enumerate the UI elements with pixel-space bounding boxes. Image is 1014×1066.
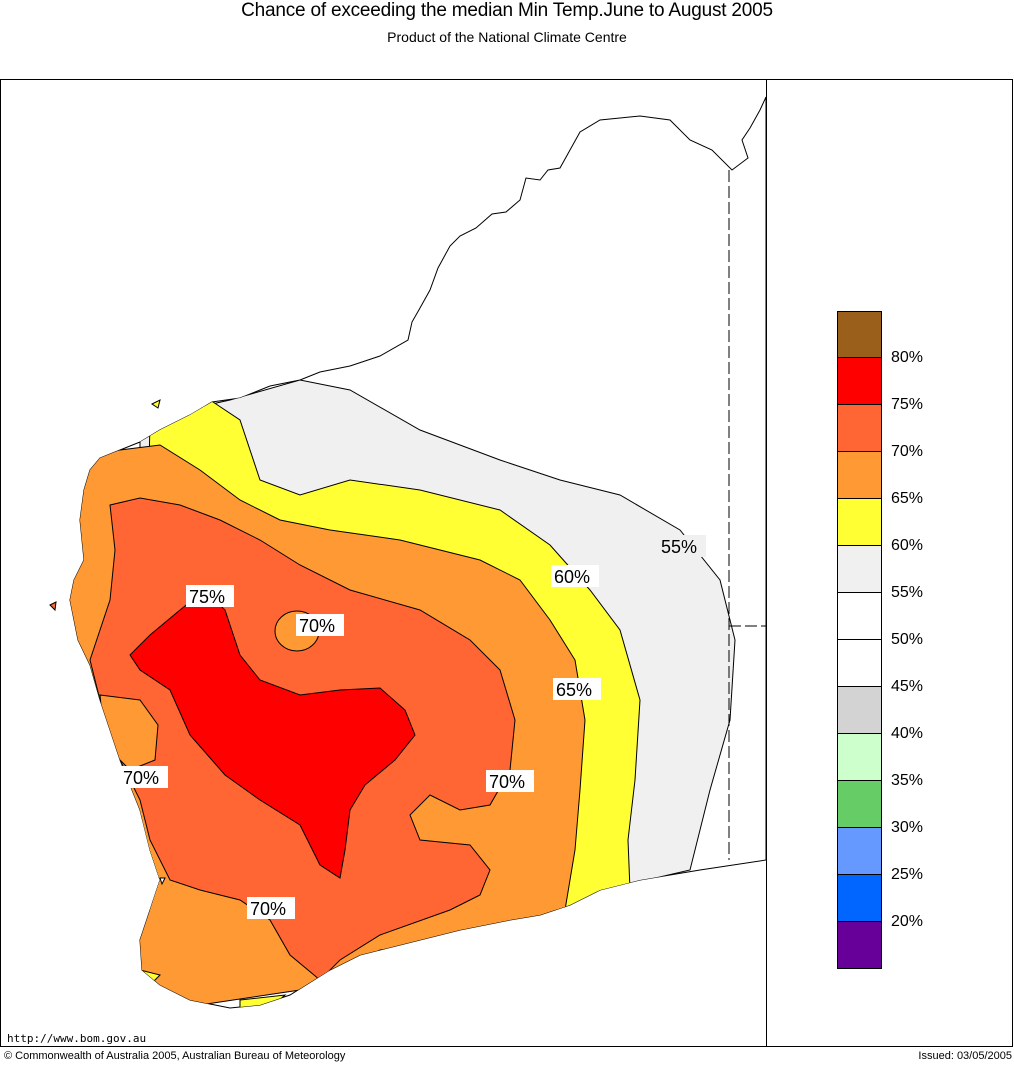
- legend-label: 75%: [891, 396, 924, 413]
- legend-label: 60%: [891, 537, 924, 554]
- legend-swatch: [837, 358, 882, 405]
- legend-swatch: [837, 687, 882, 734]
- legend-swatch: [837, 593, 882, 640]
- island-2: [49, 601, 57, 612]
- band-75-80: [129, 589, 416, 879]
- contour-label-text: 70%: [123, 768, 159, 788]
- legend-swatch: [837, 546, 882, 593]
- legend-swatch: [837, 781, 882, 828]
- island-3: [159, 877, 166, 886]
- legend: [837, 311, 882, 969]
- legend-swatch: [837, 734, 882, 781]
- footer-url[interactable]: http://www.bom.gov.au: [7, 1032, 147, 1045]
- legend-swatch: [837, 405, 882, 452]
- legend-label: 50%: [891, 631, 924, 648]
- contour-label-60: 60%: [551, 565, 599, 587]
- contour-label-text: 65%: [556, 680, 592, 700]
- contour-label-70-center: 70%: [296, 614, 344, 636]
- contour-label-text: 70%: [489, 772, 525, 792]
- contour-label-70-west: 70%: [120, 766, 168, 788]
- legend-label: 55%: [891, 584, 924, 601]
- contour-label-55: 55%: [658, 535, 706, 557]
- legend-swatch: [837, 499, 882, 546]
- footer-copyright: © Commonwealth of Australia 2005, Austra…: [4, 1050, 346, 1062]
- legend-label: 70%: [891, 443, 924, 460]
- legend-label: 30%: [891, 819, 924, 836]
- contour-label-70-east: 70%: [486, 770, 534, 792]
- legend-label: 40%: [891, 725, 924, 742]
- contour-label-65: 65%: [553, 678, 601, 700]
- legend-label: 45%: [891, 678, 924, 695]
- contour-label-text: 70%: [250, 899, 286, 919]
- map-frame: [0, 79, 1013, 1047]
- contour-label-75: 75%: [186, 585, 234, 607]
- island-1: [151, 399, 161, 409]
- legend-swatch: [837, 922, 882, 969]
- contour-label-text: 55%: [661, 537, 697, 557]
- legend-swatch: [837, 875, 882, 922]
- legend-swatch: [837, 452, 882, 499]
- legend-label: 35%: [891, 772, 924, 789]
- legend-label: 20%: [891, 913, 924, 930]
- legend-label: 25%: [891, 866, 924, 883]
- contour-label-text: 75%: [189, 587, 225, 607]
- map-title: Chance of exceeding the median Min Temp.…: [241, 0, 773, 21]
- contour-label-70-south: 70%: [247, 897, 295, 919]
- legend-swatch: [837, 640, 882, 687]
- contour-label-text: 70%: [299, 616, 335, 636]
- map-subtitle: Product of the National Climate Centre: [387, 29, 627, 45]
- legend-swatch: [837, 828, 882, 875]
- legend-label: 65%: [891, 490, 924, 507]
- legend-label: 80%: [891, 349, 924, 366]
- legend-swatch: [837, 311, 882, 358]
- footer-issued: Issued: 03/05/2005: [918, 1050, 1012, 1062]
- contour-label-text: 60%: [554, 567, 590, 587]
